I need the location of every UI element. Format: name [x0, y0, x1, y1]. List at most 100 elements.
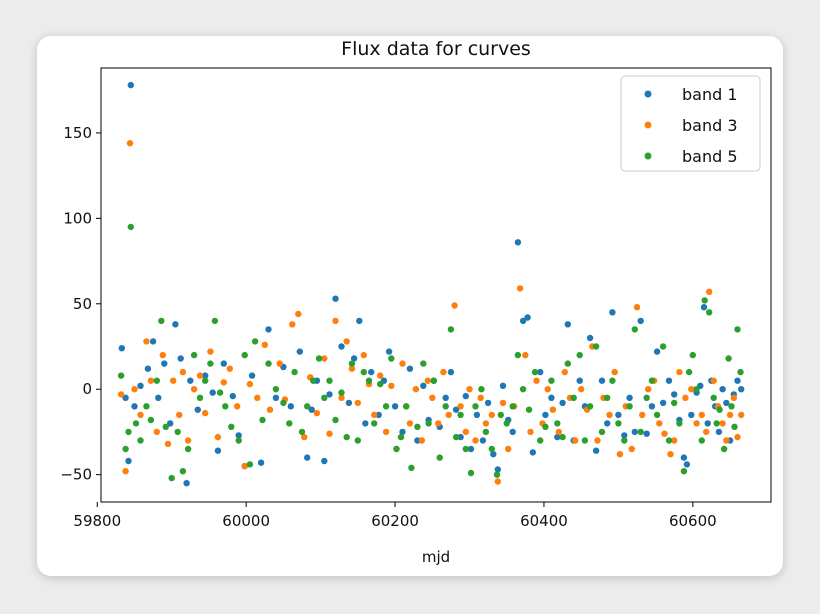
- data-point: [418, 437, 426, 444]
- data-point: [626, 403, 633, 410]
- plot-frame: [100, 67, 772, 503]
- data-point: [265, 326, 272, 333]
- data-point: [338, 343, 345, 350]
- data-point: [637, 317, 644, 325]
- data-point: [457, 433, 464, 441]
- data-point: [220, 360, 227, 367]
- data-point: [202, 377, 209, 384]
- data-point: [348, 360, 356, 367]
- data-point: [592, 343, 600, 350]
- data-point: [184, 445, 192, 453]
- data-point: [406, 420, 414, 427]
- data-point: [653, 348, 661, 355]
- data-point: [452, 406, 460, 413]
- data-point: [117, 391, 125, 398]
- y-tick-label: 0: [82, 380, 92, 398]
- data-point: [209, 389, 216, 396]
- data-point: [609, 377, 616, 384]
- data-point: [457, 411, 464, 419]
- data-point: [447, 368, 455, 376]
- data-point: [609, 309, 616, 316]
- data-point: [241, 351, 248, 359]
- data-point: [153, 377, 160, 384]
- data-point: [187, 377, 194, 384]
- data-point: [179, 468, 187, 475]
- data-point: [615, 411, 622, 419]
- data-point: [716, 406, 723, 413]
- data-point: [202, 409, 209, 417]
- data-point: [301, 433, 308, 441]
- data-point: [576, 351, 583, 359]
- data-point: [561, 368, 568, 376]
- data-point: [220, 379, 227, 386]
- data-point: [436, 454, 443, 461]
- data-point: [170, 377, 177, 384]
- x-tick-label: 60400: [520, 512, 568, 530]
- data-point: [158, 317, 165, 325]
- data-point: [338, 389, 345, 396]
- data-point: [261, 341, 268, 348]
- data-point: [698, 437, 705, 444]
- data-point: [479, 437, 487, 444]
- data-point: [457, 403, 464, 410]
- data-point: [412, 386, 420, 393]
- data-point: [683, 461, 691, 468]
- data-point: [117, 372, 125, 379]
- data-point: [414, 437, 421, 444]
- data-point: [304, 403, 311, 410]
- data-point: [671, 391, 678, 398]
- data-point: [466, 386, 473, 393]
- data-point: [631, 428, 638, 436]
- data-point: [257, 459, 265, 466]
- data-point: [570, 394, 577, 401]
- data-point: [321, 457, 328, 465]
- data-point: [680, 468, 688, 475]
- data-point: [665, 437, 673, 444]
- data-point: [420, 360, 427, 367]
- data-point: [548, 377, 555, 384]
- x-tick-label: 60200: [371, 512, 419, 530]
- data-point: [184, 437, 192, 444]
- data-point: [276, 360, 283, 367]
- data-point: [442, 403, 449, 410]
- data-point: [229, 392, 236, 400]
- data-point: [177, 355, 184, 362]
- data-point: [676, 368, 683, 376]
- data-point: [704, 420, 711, 427]
- x-axis: 59800 60000 60200 60400 60600: [73, 502, 717, 530]
- series-1: [118, 81, 745, 487]
- data-point: [246, 461, 254, 468]
- data-point: [216, 389, 224, 396]
- data-point: [211, 317, 219, 325]
- data-point: [719, 420, 726, 427]
- data-point: [477, 394, 484, 401]
- data-point: [611, 368, 618, 376]
- data-point: [516, 285, 524, 292]
- data-point: [621, 437, 628, 444]
- data-point: [559, 433, 566, 441]
- data-point: [147, 377, 155, 384]
- data-point: [598, 377, 606, 384]
- data-point: [190, 386, 198, 393]
- data-point: [685, 368, 693, 376]
- data-point: [472, 437, 479, 444]
- data-point: [616, 451, 624, 458]
- data-point: [280, 399, 287, 407]
- data-point: [726, 411, 734, 419]
- data-point: [183, 480, 190, 487]
- chart-title: Flux data for curves: [341, 38, 531, 60]
- data-point: [472, 403, 479, 410]
- data-point: [126, 140, 134, 147]
- data-point: [693, 420, 700, 427]
- data-point: [122, 394, 129, 401]
- data-point: [494, 478, 501, 485]
- data-point: [298, 428, 306, 436]
- data-point: [385, 348, 393, 355]
- legend-label: band 5: [682, 147, 738, 166]
- data-point: [505, 445, 512, 453]
- data-point: [125, 457, 132, 465]
- data-point: [153, 428, 160, 436]
- data-point: [645, 386, 652, 393]
- data-point: [272, 386, 280, 393]
- data-point: [497, 411, 504, 419]
